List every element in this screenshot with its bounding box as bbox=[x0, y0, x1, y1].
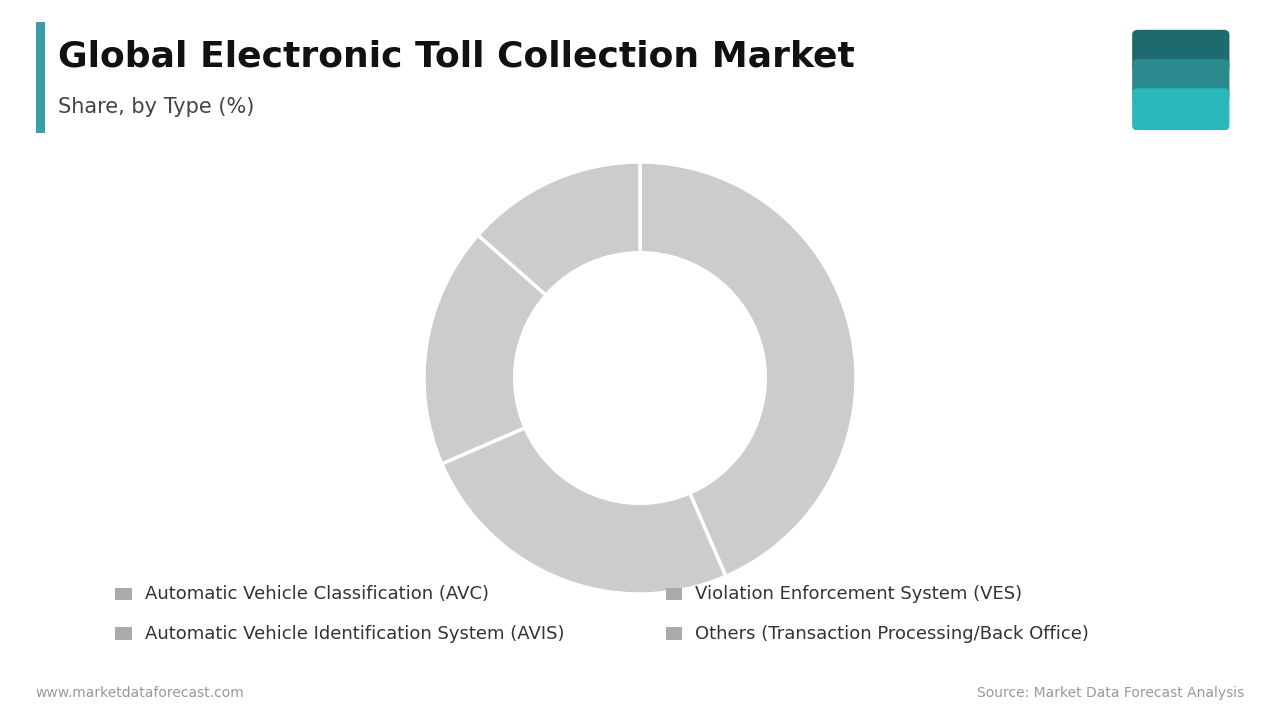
Text: Global Electronic Toll Collection Market: Global Electronic Toll Collection Market bbox=[58, 40, 855, 73]
Text: www.marketdataforecast.com: www.marketdataforecast.com bbox=[36, 686, 244, 700]
Wedge shape bbox=[424, 235, 547, 464]
FancyBboxPatch shape bbox=[1133, 30, 1229, 72]
Text: Share, by Type (%): Share, by Type (%) bbox=[58, 97, 253, 117]
Wedge shape bbox=[640, 162, 856, 576]
Text: Violation Enforcement System (VES): Violation Enforcement System (VES) bbox=[695, 585, 1023, 603]
FancyBboxPatch shape bbox=[1133, 59, 1229, 102]
Wedge shape bbox=[477, 162, 640, 295]
Wedge shape bbox=[442, 428, 726, 594]
Text: Others (Transaction Processing/Back Office): Others (Transaction Processing/Back Offi… bbox=[695, 624, 1089, 642]
FancyBboxPatch shape bbox=[1133, 89, 1229, 130]
Text: Automatic Vehicle Identification System (AVIS): Automatic Vehicle Identification System … bbox=[145, 624, 564, 642]
Text: Source: Market Data Forecast Analysis: Source: Market Data Forecast Analysis bbox=[977, 686, 1244, 700]
Text: Automatic Vehicle Classification (AVC): Automatic Vehicle Classification (AVC) bbox=[145, 585, 489, 603]
